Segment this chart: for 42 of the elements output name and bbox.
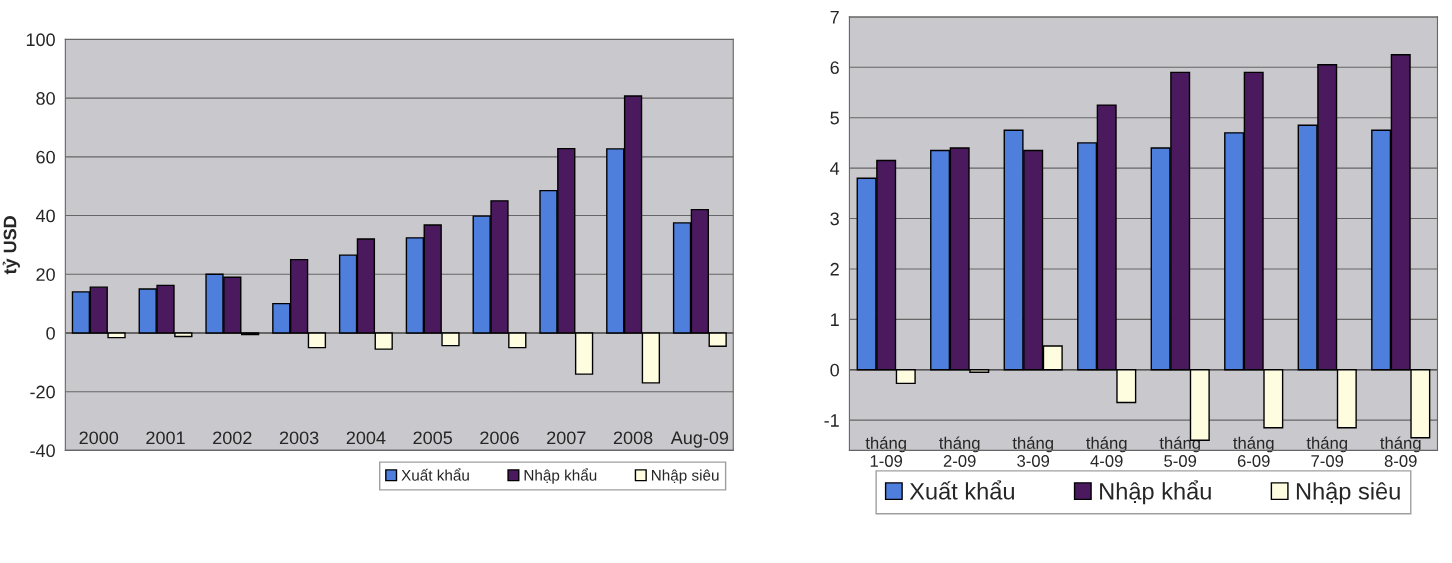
y-tick-label: 4 xyxy=(830,162,840,175)
legend-label: Nhập khẩu xyxy=(524,468,597,484)
x-tick-label: tháng 5-09 xyxy=(1159,436,1200,467)
y-tick-label: 60 xyxy=(36,150,55,164)
x-tick-label: tháng 2-09 xyxy=(939,436,980,467)
x-tick-label: 2001 xyxy=(146,431,185,445)
y-tick-label: 3 xyxy=(830,212,839,226)
x-tick-label: tháng 8-09 xyxy=(1380,436,1421,467)
y-tick-label: 40 xyxy=(35,209,55,223)
y-tick-label: -1 xyxy=(824,414,839,427)
y-tick-label: 0 xyxy=(830,363,839,377)
y-tick-label: 1 xyxy=(831,313,839,326)
x-tick-label: Aug-09 xyxy=(670,431,729,448)
legend-label: Xuất khẩu xyxy=(401,468,469,481)
x-tick-label: 2000 xyxy=(79,431,119,445)
y-tick-label: 20 xyxy=(36,268,55,281)
y-tick-label: 2 xyxy=(830,262,839,276)
x-tick-label: 2007 xyxy=(547,431,586,445)
x-tick-label: 2008 xyxy=(613,431,653,445)
x-tick-label: 2006 xyxy=(480,431,519,445)
y-axis-title: tỷ USD xyxy=(2,216,20,275)
y-tick-label: 5 xyxy=(830,111,839,125)
legend-label: Xuất khẩu xyxy=(909,480,1014,500)
y-tick-label: -40 xyxy=(30,444,55,458)
x-tick-label: 2004 xyxy=(346,431,386,445)
legend-label: Nhập khẩu xyxy=(1100,480,1211,505)
y-tick-label: 80 xyxy=(36,92,55,105)
x-tick-label: tháng 1-09 xyxy=(865,436,906,467)
legend-label: Nhập siêu xyxy=(1296,482,1400,505)
x-tick-label: tháng 4-09 xyxy=(1086,436,1127,467)
y-tick-label: 7 xyxy=(830,11,839,24)
x-tick-label: 2002 xyxy=(213,431,252,445)
legend-label: Nhập siêu xyxy=(651,469,719,484)
y-tick-label: 6 xyxy=(830,61,839,75)
x-tick-label: 2003 xyxy=(279,431,319,445)
x-tick-label: tháng 6-09 xyxy=(1233,436,1274,467)
y-tick-label: 0 xyxy=(46,326,55,340)
x-tick-label: tháng 7-09 xyxy=(1306,436,1347,467)
x-tick-label: tháng 3-09 xyxy=(1012,436,1053,467)
y-tick-label: 100 xyxy=(26,33,55,47)
y-tick-label: -20 xyxy=(30,385,55,399)
x-tick-label: 2005 xyxy=(413,431,453,445)
